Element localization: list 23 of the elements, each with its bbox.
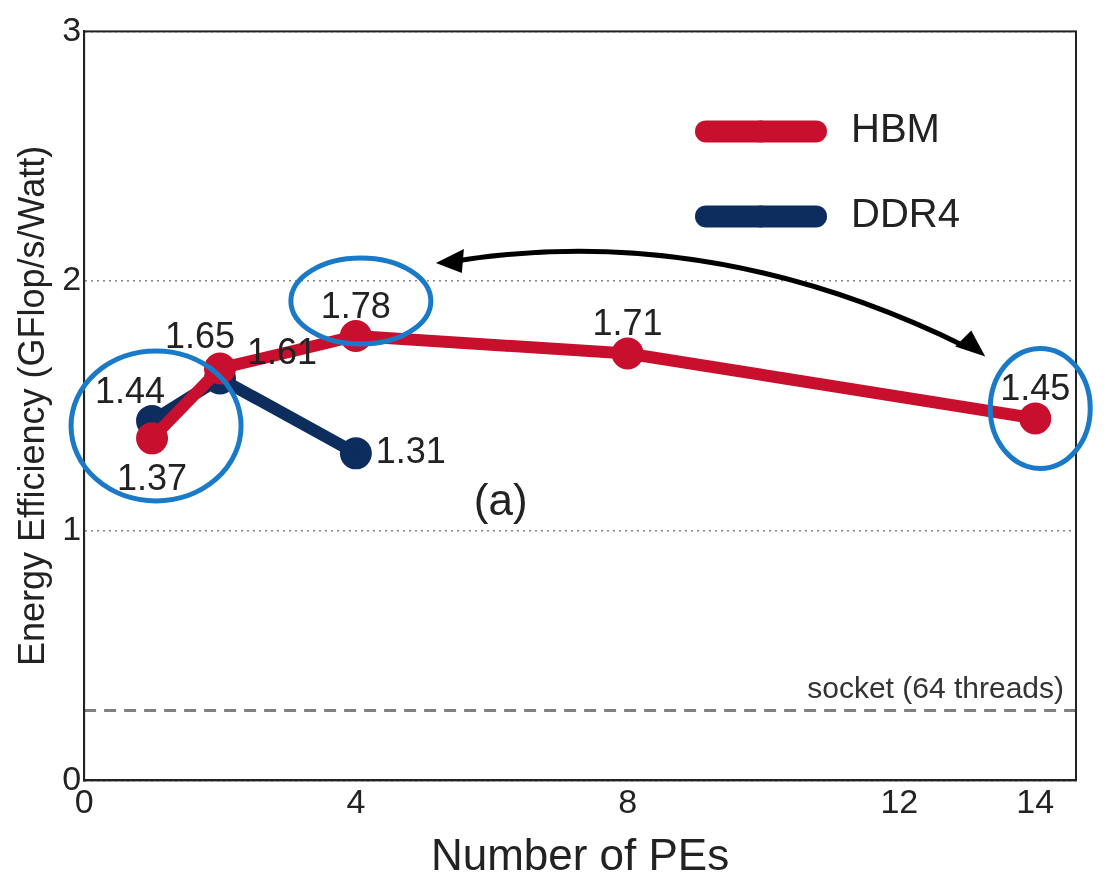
data-label: 1.37 xyxy=(117,457,188,499)
y-tick-label: 2 xyxy=(62,259,82,298)
y-tick-label: 3 xyxy=(62,9,82,48)
legend-label: HBM xyxy=(851,106,940,151)
data-label: 1.71 xyxy=(592,302,663,344)
data-label: 1.78 xyxy=(320,284,391,326)
x-tick-label: 4 xyxy=(346,782,366,821)
legend-label: DDR4 xyxy=(851,191,960,236)
point xyxy=(339,437,372,470)
data-label: 1.44 xyxy=(95,369,166,411)
point xyxy=(136,422,169,455)
annotation: (a) xyxy=(473,475,528,525)
data-label: 1.45 xyxy=(1000,367,1071,409)
ref-line-label: socket (64 threads) xyxy=(807,670,1064,704)
data-label: 1.65 xyxy=(164,315,236,357)
x-axis-title: Number of PEs xyxy=(430,829,730,879)
data-label: 1.31 xyxy=(375,430,446,472)
y-axis-title: Energy Efficiency (GFlop/s/Watt) xyxy=(10,145,52,666)
y-tick-label: 1 xyxy=(62,509,82,548)
x-tick-label: 8 xyxy=(618,782,638,821)
x-tick-label: 14 xyxy=(1016,782,1055,821)
x-tick-label: 12 xyxy=(880,782,919,821)
point xyxy=(611,337,644,370)
